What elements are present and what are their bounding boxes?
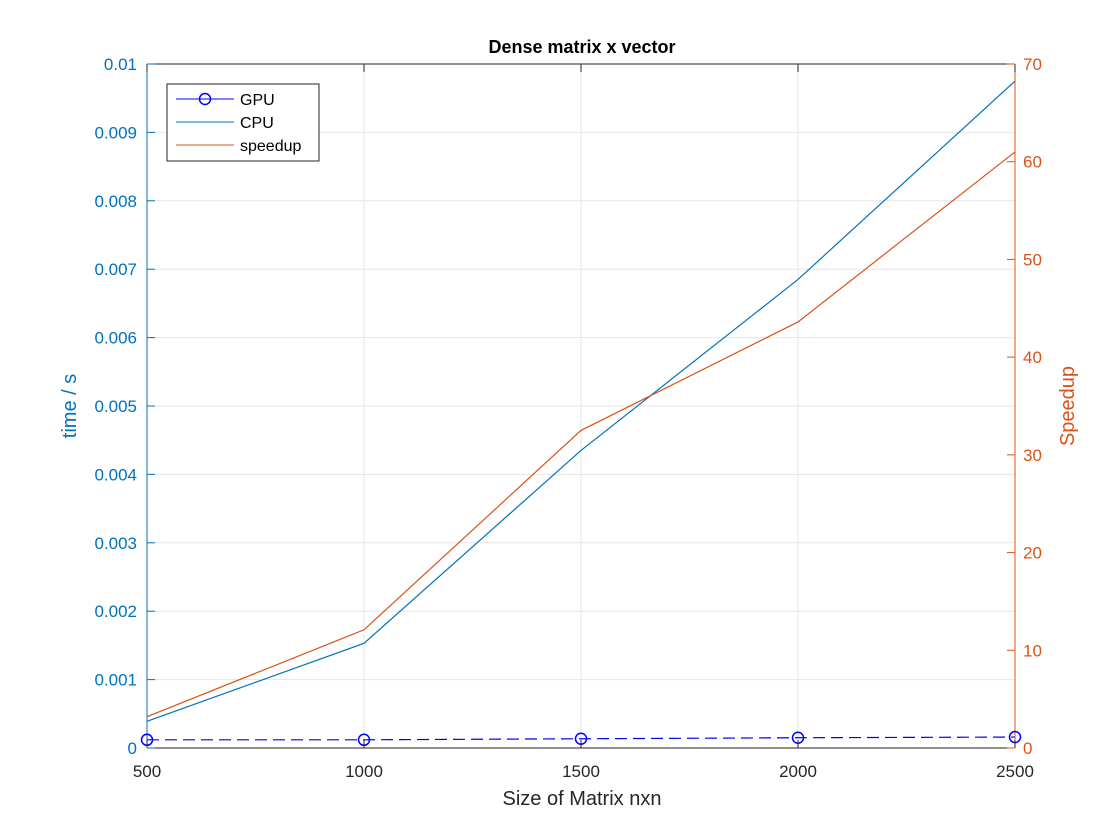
x-tick-label: 2000 [779,762,817,781]
series-line-gpu [147,736,1016,741]
y-axis-label-right: Speedup [1057,366,1079,446]
grid-layer [146,63,1016,749]
ticks-layer: 500 1000 1500 2000 250000.0010.0020.0030.004… [94,55,1041,781]
y-tick-label-right: 0 [1023,739,1032,758]
legend: GPU CPU speedup [166,83,320,162]
legend-label-cpu: CPU [240,115,274,132]
y-tick-label-left: 0.002 [94,602,137,621]
y-tick-label-left: 0.005 [94,397,137,416]
legend-marker-gpu [198,92,212,106]
x-tick-label: 1500 [562,762,600,781]
x-tick-label: 2500 [996,762,1034,781]
y-tick-label-right: 60 [1023,153,1042,172]
y-axis-label-left: time / s [59,374,81,438]
y-tick-label-right: 40 [1023,348,1042,367]
series-line-speedup [146,151,1016,718]
y-tick-label-right: 50 [1023,250,1042,269]
y-tick-label-left: 0.001 [94,671,137,690]
y-tick-label-left: 0.006 [94,329,137,348]
y-tick-label-left: 0.007 [94,260,137,279]
legend-label-gpu: GPU [240,92,275,109]
x-axis-label: Size of Matrix nxn [503,788,662,810]
legend-entry-speedup: speedup [176,138,301,155]
y-tick-label-right: 70 [1023,55,1042,74]
y-tick-label-right: 10 [1023,641,1042,660]
legend-entry-cpu: CPU [176,115,274,132]
y-tick-label-left: 0.004 [94,465,137,484]
legend-label-speedup: speedup [240,138,301,155]
x-tick-label: 1000 [345,762,383,781]
y-tick-label-left: 0 [128,739,137,758]
y-tick-label-left: 0.003 [94,534,137,553]
y-tick-label-right: 30 [1023,446,1042,465]
chart-title: Dense matrix x vector [488,37,675,57]
y-tick-label-left: 0.01 [104,55,137,74]
x-tick-label: 500 [133,762,161,781]
series-line-cpu [146,80,1016,722]
series-layer [140,80,1022,747]
y-tick-label-left: 0.009 [94,123,137,142]
y-tick-label-right: 20 [1023,544,1042,563]
legend-entry-gpu: GPU [176,92,275,109]
y-tick-label-left: 0.008 [94,192,137,211]
